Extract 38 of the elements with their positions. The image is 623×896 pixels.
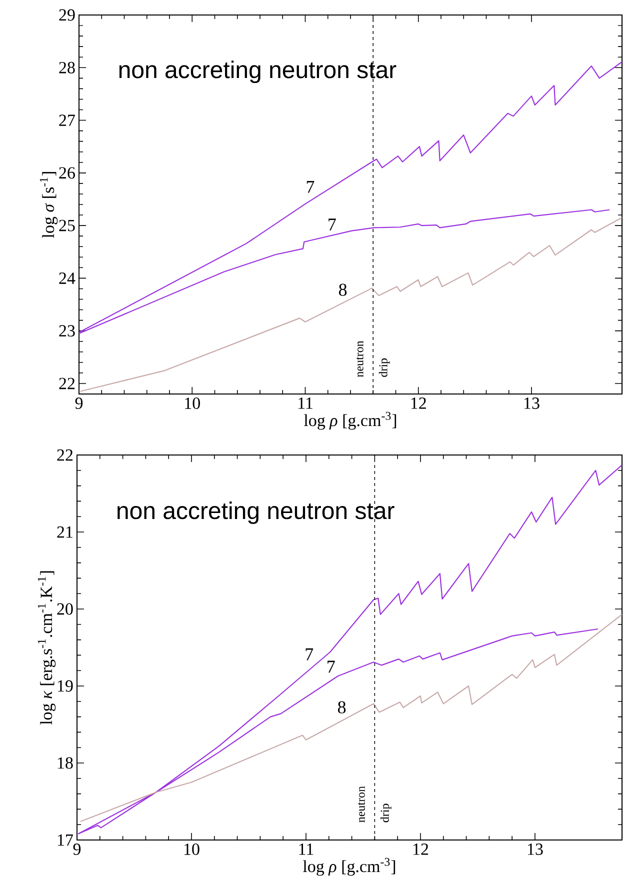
text: log κ [erg.s$^{-1}$.cm$^{-1}$.K$^{-1}$]	[38, 571, 56, 725]
y-tick-label: 27	[59, 114, 75, 126]
x-axis-title: log ρ [g.cm$^{-3}$]	[304, 412, 396, 430]
x-tick-label: 13	[528, 844, 543, 855]
series-label: 7	[328, 660, 335, 673]
y-tick-label: 20	[57, 603, 73, 615]
y-tick-label: 28	[59, 62, 75, 74]
y-tick-label: 24	[59, 272, 76, 284]
text: non accreting neutron star	[119, 60, 396, 84]
series-label: 7	[328, 218, 336, 230]
x-tick-label: 11	[299, 844, 314, 855]
y-tick-label: 17	[58, 834, 73, 846]
y-tick-label: 26	[59, 167, 75, 179]
text: non accreting neutron star	[118, 502, 394, 524]
x-axis-title: log ρ [g.cm$^{-3}$]	[303, 858, 396, 876]
y-axis-title: log σ [s$^{-1}$]	[40, 172, 58, 238]
x-tick-label: 10	[184, 844, 200, 855]
series-label: 8	[338, 701, 346, 714]
x-tick-label: 11	[298, 398, 312, 409]
text: neutron drip	[356, 340, 390, 378]
x-tick-label: 10	[185, 398, 200, 410]
y-tick-label: 25	[59, 220, 75, 232]
x-tick-label: 9	[75, 398, 83, 409]
series-label: 8	[338, 284, 347, 296]
y-tick-label: 29	[59, 9, 75, 21]
y-tick-label: 21	[57, 526, 72, 538]
y-tick-label: 22	[57, 449, 73, 461]
text: neutron drip	[358, 786, 392, 822]
x-tick-label: 9	[73, 844, 81, 855]
series-label: 7	[306, 180, 314, 193]
series-label: 7	[306, 648, 314, 660]
y-tick-label: 18	[58, 757, 73, 769]
y-tick-label: 19	[58, 680, 73, 692]
x-tick-label: 13	[524, 398, 540, 409]
y-tick-label: 23	[59, 325, 75, 337]
x-tick-label: 12	[413, 844, 428, 855]
y-tick-label: 22	[59, 378, 75, 390]
x-tick-label: 12	[411, 398, 426, 409]
